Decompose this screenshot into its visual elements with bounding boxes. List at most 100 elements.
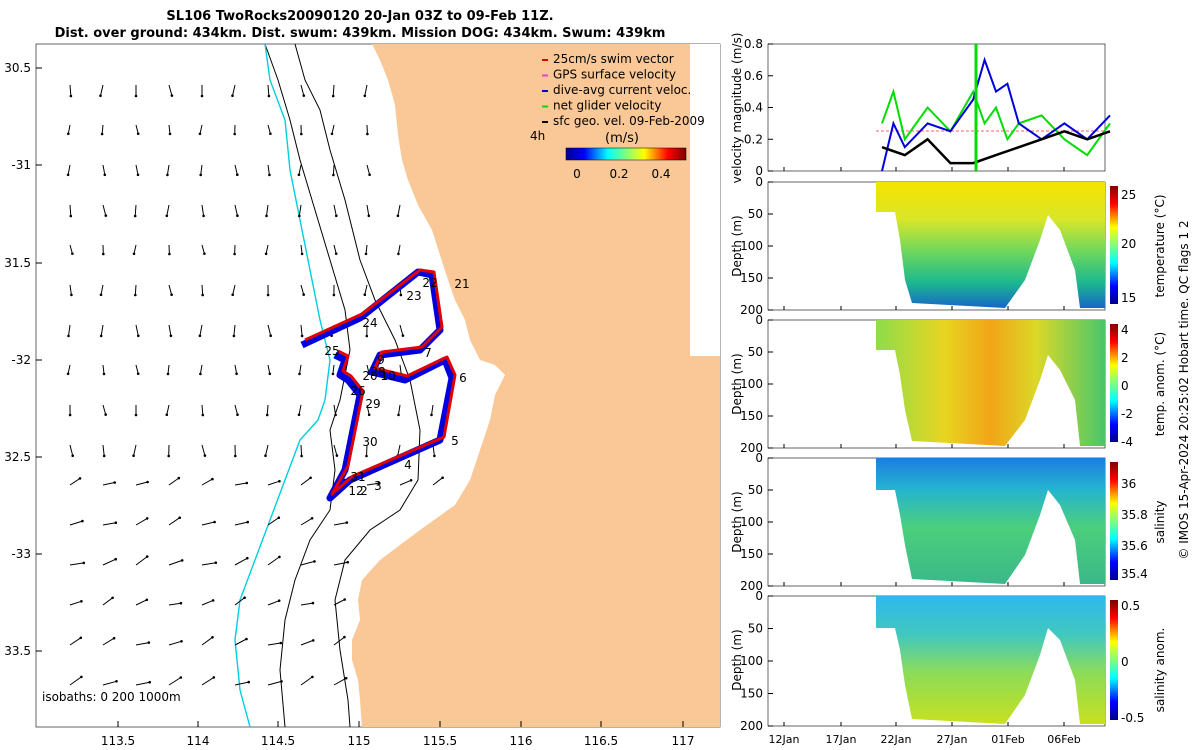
velocity-tick-label: 0.4 bbox=[744, 101, 763, 115]
vector-arrow bbox=[300, 676, 313, 686]
depth-tick-label: 150 bbox=[740, 271, 763, 285]
sal-anom-cbar-tick: 0 bbox=[1121, 655, 1129, 669]
vector-arrow bbox=[265, 244, 269, 254]
vector-arrow bbox=[267, 124, 271, 134]
vector-arrow-head bbox=[178, 516, 181, 519]
vector-arrow-head bbox=[214, 561, 218, 564]
vector-arrow bbox=[267, 84, 270, 97]
vector-arrow-head bbox=[245, 637, 248, 641]
day-label: 2 bbox=[360, 484, 368, 498]
temp-anom-panel: Depth (m) 4 2 0 -2 -4 temp. anom. (°C) bbox=[730, 319, 1167, 449]
vector-arrow-head bbox=[146, 480, 149, 484]
vector-arrow-head bbox=[179, 676, 183, 679]
vector-arrow bbox=[201, 244, 205, 254]
salinity-cbar-tick: 36 bbox=[1121, 477, 1136, 491]
vector-arrow-head bbox=[236, 173, 239, 176]
legend-label: net glider velocity bbox=[553, 99, 661, 113]
vector-arrow-head bbox=[331, 372, 335, 376]
cbar-tick-1: 0.2 bbox=[609, 167, 628, 181]
day-label: 10 bbox=[380, 369, 395, 383]
vector-arrow bbox=[168, 324, 172, 336]
vector-arrow-head bbox=[66, 173, 70, 177]
vector-arrow bbox=[199, 364, 203, 374]
lat-ticks: 30.5 -31 31.5 -32 32.5 -33 33.5 bbox=[4, 61, 42, 658]
vector-arrow bbox=[100, 324, 104, 336]
temp-anom-colorbar bbox=[1110, 324, 1118, 442]
vector-arrow-head bbox=[69, 214, 73, 218]
vector-arrow bbox=[300, 324, 303, 336]
vector-arrow bbox=[234, 521, 248, 526]
vector-arrow-head bbox=[114, 521, 118, 524]
vector-arrow bbox=[265, 444, 269, 456]
vector-arrow-head bbox=[236, 214, 239, 217]
day-label: 26 bbox=[350, 384, 365, 398]
vector-arrow bbox=[168, 124, 171, 134]
vector-arrow bbox=[135, 324, 139, 336]
sal-anom-cbar-tick: -0.5 bbox=[1121, 711, 1144, 725]
vector-arrow-head bbox=[300, 252, 304, 256]
lat-tick-label: 30.5 bbox=[4, 61, 31, 75]
vector-arrow-head bbox=[203, 252, 206, 255]
vector-arrow bbox=[168, 477, 180, 486]
vector-arrow-head bbox=[201, 293, 204, 297]
vector-arrow bbox=[298, 404, 302, 415]
vector-arrow bbox=[102, 680, 117, 686]
colorbar-title: (m/s) bbox=[605, 131, 639, 146]
vector-arrow bbox=[100, 284, 104, 295]
lon-tick-label: 113.5 bbox=[101, 734, 135, 748]
depth-tick-label: 150 bbox=[740, 687, 763, 701]
vector-arrow bbox=[134, 204, 137, 217]
vector-arrow-head bbox=[302, 293, 306, 296]
day-label: 21 bbox=[454, 277, 469, 291]
vector-arrow bbox=[133, 244, 137, 254]
salinity-field bbox=[876, 458, 1105, 584]
vector-arrow-head bbox=[332, 293, 336, 297]
vector-arrow-head bbox=[365, 334, 369, 338]
vector-arrow-head bbox=[114, 557, 117, 561]
vector-arrow-head bbox=[99, 334, 103, 338]
vector-arrow bbox=[364, 284, 368, 295]
lon-tick-label: 116.5 bbox=[584, 734, 618, 748]
vector-arrow bbox=[69, 84, 72, 97]
day-label: 5 bbox=[451, 434, 459, 448]
temp-anom-cbar-label: temp. anom. (°C) bbox=[1153, 332, 1167, 436]
vector-arrow-head bbox=[80, 600, 83, 603]
vector-arrow-head bbox=[177, 476, 181, 480]
vector-arrow bbox=[266, 404, 269, 416]
vector-arrow-head bbox=[267, 94, 271, 98]
vector-arrow-head bbox=[298, 372, 301, 376]
vector-arrow-head bbox=[266, 293, 270, 297]
velocity-vector-field bbox=[66, 84, 444, 686]
vector-arrow-head bbox=[332, 173, 335, 177]
velocity-tick-label: 0.6 bbox=[744, 69, 763, 83]
legend-label: sfc geo. vel. 09-Feb-2009 bbox=[553, 114, 705, 128]
vector-arrow-head bbox=[212, 676, 216, 679]
vector-arrow-head bbox=[397, 252, 400, 256]
vector-arrow-head bbox=[81, 519, 84, 523]
vector-arrow bbox=[201, 284, 204, 296]
vector-arrow-head bbox=[278, 555, 281, 559]
vector-arrow bbox=[201, 444, 206, 456]
vector-arrow bbox=[201, 404, 204, 416]
depth-tick-label: 200 bbox=[740, 303, 763, 317]
vector-arrow bbox=[135, 164, 139, 175]
map-legend: 25cm/s swim vector GPS surface velocitydi… bbox=[542, 52, 705, 128]
vector-arrow-head bbox=[236, 413, 239, 417]
depth-tick-label: 50 bbox=[748, 483, 763, 497]
vector-arrow-head bbox=[269, 132, 272, 135]
vector-arrow-head bbox=[170, 94, 174, 97]
vector-arrow bbox=[232, 84, 236, 96]
sal-anom-colorbar bbox=[1110, 600, 1118, 720]
vector-arrow-head bbox=[269, 334, 273, 338]
depth-tick-label: 50 bbox=[748, 622, 763, 636]
vector-arrow-head bbox=[136, 372, 140, 376]
vector-arrow-head bbox=[234, 454, 237, 458]
vector-arrow-head bbox=[147, 641, 151, 644]
time-tick-label: 12Jan bbox=[769, 733, 800, 746]
vector-arrow-head bbox=[211, 636, 214, 639]
vector-arrow-head bbox=[309, 476, 312, 480]
day-label: 20 bbox=[362, 369, 377, 383]
vector-arrow bbox=[300, 244, 303, 254]
vector-arrow-head bbox=[430, 413, 433, 417]
